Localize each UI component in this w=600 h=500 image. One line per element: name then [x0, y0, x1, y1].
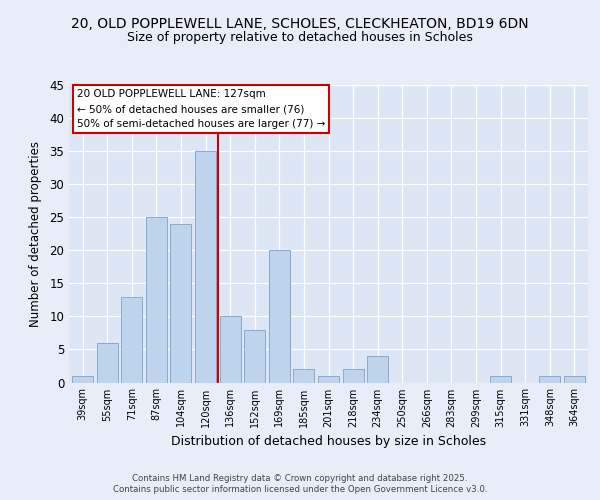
Text: 20, OLD POPPLEWELL LANE, SCHOLES, CLECKHEATON, BD19 6DN: 20, OLD POPPLEWELL LANE, SCHOLES, CLECKH…: [71, 18, 529, 32]
Y-axis label: Number of detached properties: Number of detached properties: [29, 141, 43, 327]
Bar: [293, 370, 314, 382]
Bar: [244, 330, 265, 382]
Bar: [539, 376, 560, 382]
Text: 20 OLD POPPLEWELL LANE: 127sqm
← 50% of detached houses are smaller (76)
50% of : 20 OLD POPPLEWELL LANE: 127sqm ← 50% of …: [77, 90, 325, 129]
Bar: [170, 224, 191, 382]
Bar: [269, 250, 290, 382]
Bar: [490, 376, 511, 382]
Bar: [72, 376, 93, 382]
Bar: [220, 316, 241, 382]
Bar: [195, 151, 216, 382]
Bar: [146, 217, 167, 382]
Bar: [367, 356, 388, 382]
Bar: [318, 376, 339, 382]
Text: Contains public sector information licensed under the Open Government Licence v3: Contains public sector information licen…: [113, 485, 487, 494]
Bar: [121, 296, 142, 382]
X-axis label: Distribution of detached houses by size in Scholes: Distribution of detached houses by size …: [171, 435, 486, 448]
Bar: [564, 376, 585, 382]
Bar: [97, 343, 118, 382]
Bar: [343, 370, 364, 382]
Text: Size of property relative to detached houses in Scholes: Size of property relative to detached ho…: [127, 31, 473, 44]
Text: Contains HM Land Registry data © Crown copyright and database right 2025.: Contains HM Land Registry data © Crown c…: [132, 474, 468, 483]
